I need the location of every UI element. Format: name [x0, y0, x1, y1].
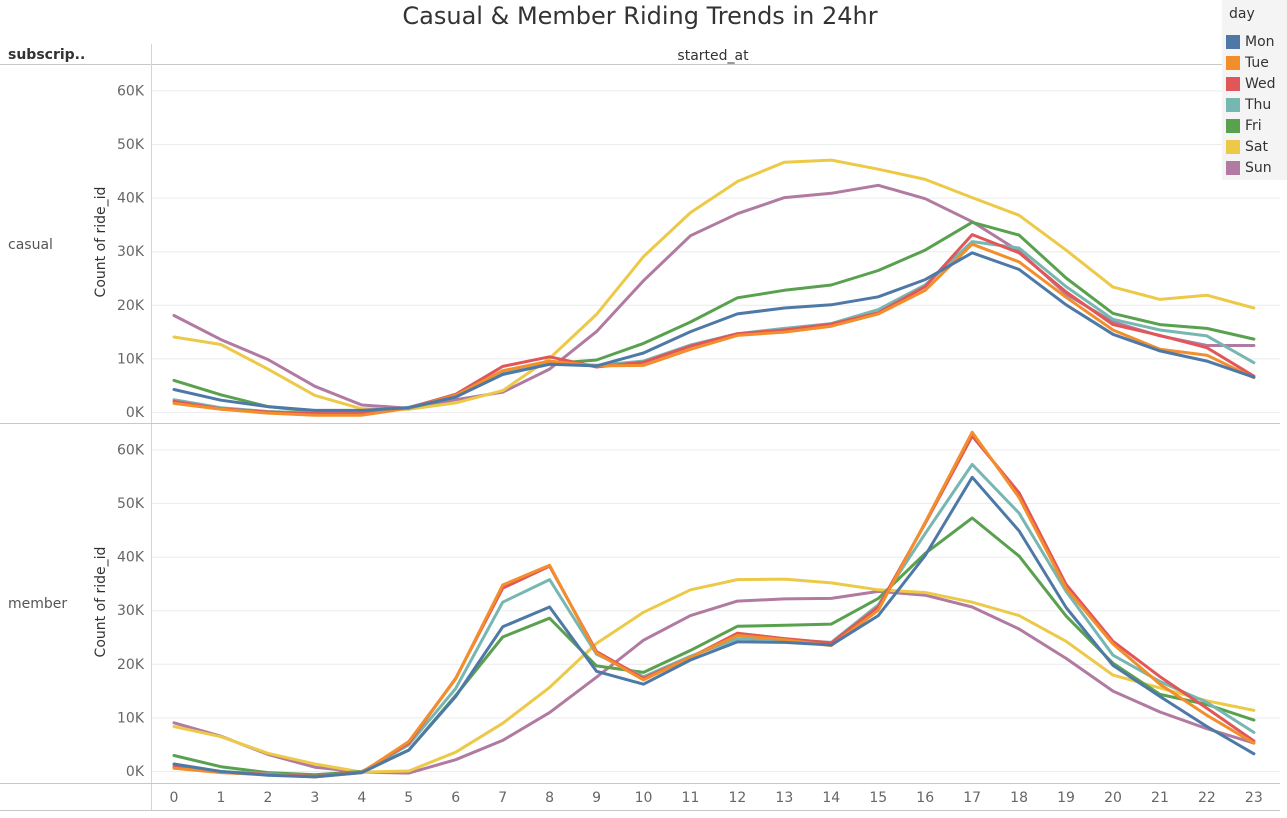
- x-tick-label-14: 14: [822, 790, 840, 806]
- member-panel: member Count of ride_id 0K 10K 20K 30K 40K 50K 6…: [8, 430, 1280, 780]
- x-tick-label-16: 16: [916, 790, 934, 806]
- legend-item-fri[interactable]: Fri: [1226, 116, 1262, 136]
- legend-item-sat[interactable]: Sat: [1226, 137, 1268, 157]
- series-line-member-tue[interactable]: [172, 430, 1256, 779]
- y-tick-label-casual-0: 0K: [126, 405, 145, 421]
- x-tick-label-18: 18: [1010, 790, 1028, 806]
- y-tick-label-member-1: 10K: [117, 710, 145, 726]
- x-tick-label-17: 17: [963, 790, 981, 806]
- x-tick-label-1: 1: [216, 790, 225, 806]
- series-line-member-wed[interactable]: [172, 434, 1256, 778]
- legend-item-mon[interactable]: Mon: [1226, 32, 1275, 52]
- y-tick-label-casual-6: 60K: [117, 83, 145, 99]
- y-tick-label-casual-4: 40K: [117, 191, 145, 207]
- chart-title: Casual & Member Riding Trends in 24hr: [402, 2, 878, 30]
- legend-item-thu[interactable]: Thu: [1226, 95, 1271, 115]
- x-tick-label-8: 8: [545, 790, 554, 806]
- series-line-casual-wed[interactable]: [172, 233, 1256, 416]
- legend-label: Fri: [1245, 118, 1262, 134]
- legend-swatch: [1226, 35, 1240, 49]
- x-tick-label-23: 23: [1245, 790, 1263, 806]
- series-line-casual-fri[interactable]: [172, 220, 1256, 414]
- legend-swatch: [1226, 119, 1240, 133]
- legend-label: Sun: [1245, 160, 1272, 176]
- x-tick-label-0: 0: [170, 790, 179, 806]
- row-label-member: member: [8, 596, 67, 612]
- legend: day Mon Tue Wed Thu Fri Sat Sun: [1222, 0, 1287, 180]
- x-tick-label-19: 19: [1057, 790, 1075, 806]
- x-tick-label-12: 12: [728, 790, 746, 806]
- legend-swatch: [1226, 161, 1240, 175]
- series-line-member-mon[interactable]: [172, 475, 1256, 779]
- x-tick-label-21: 21: [1151, 790, 1169, 806]
- y-tick-label-casual-3: 30K: [117, 244, 145, 260]
- series-line-casual-sat[interactable]: [172, 158, 1256, 411]
- y-tick-label-member-3: 30K: [117, 603, 145, 619]
- legend-label: Tue: [1245, 55, 1269, 71]
- x-tick-label-20: 20: [1104, 790, 1122, 806]
- y-axis-title-casual: Count of ride_id: [93, 187, 109, 298]
- x-tick-label-13: 13: [775, 790, 793, 806]
- legend-swatch: [1226, 140, 1240, 154]
- x-tick-label-6: 6: [451, 790, 460, 806]
- row-label-casual: casual: [8, 237, 53, 253]
- y-tick-label-member-4: 40K: [117, 550, 145, 566]
- legend-title: day: [1229, 6, 1255, 22]
- y-tick-label-member-0: 0K: [126, 764, 145, 780]
- x-tick-label-3: 3: [310, 790, 319, 806]
- column-header-label: started_at: [677, 48, 749, 64]
- casual-panel: casual Count of ride_id 0K 10K 20K 30K 40K 50K 6…: [8, 83, 1280, 421]
- x-axis: 0 1 2 3 4 5 6 7 8 9 10 11 12 13 14 15 16 17 18 19 20 21 22 23: [170, 790, 1263, 806]
- row-header-label: subscrip..: [8, 47, 85, 63]
- x-tick-label-10: 10: [635, 790, 653, 806]
- legend-item-wed[interactable]: Wed: [1226, 74, 1276, 94]
- x-tick-label-5: 5: [404, 790, 413, 806]
- x-tick-label-4: 4: [357, 790, 366, 806]
- legend-label: Thu: [1245, 97, 1272, 113]
- legend-label: Mon: [1245, 34, 1275, 50]
- series-line-casual-mon[interactable]: [172, 251, 1256, 412]
- x-tick-label-2: 2: [263, 790, 272, 806]
- legend-swatch: [1226, 98, 1240, 112]
- y-tick-label-casual-1: 10K: [117, 351, 145, 367]
- x-tick-label-15: 15: [869, 790, 887, 806]
- legend-label: Wed: [1245, 76, 1276, 92]
- x-tick-label-9: 9: [592, 790, 601, 806]
- y-tick-label-casual-2: 20K: [117, 298, 145, 314]
- legend-label: Sat: [1245, 139, 1268, 155]
- y-tick-label-member-6: 60K: [117, 442, 145, 458]
- y-tick-label-member-5: 50K: [117, 496, 145, 512]
- x-tick-label-7: 7: [498, 790, 507, 806]
- x-tick-label-11: 11: [682, 790, 700, 806]
- y-axis-title-member: Count of ride_id: [93, 547, 109, 658]
- legend-item-tue[interactable]: Tue: [1226, 53, 1269, 73]
- y-tick-label-member-2: 20K: [117, 657, 145, 673]
- x-tick-label-22: 22: [1198, 790, 1216, 806]
- series-line-casual-thu[interactable]: [172, 240, 1256, 415]
- legend-swatch: [1226, 77, 1240, 91]
- legend-swatch: [1226, 56, 1240, 70]
- legend-item-sun[interactable]: Sun: [1226, 158, 1272, 178]
- series-line-casual-tue[interactable]: [172, 242, 1256, 417]
- y-tick-label-casual-5: 50K: [117, 137, 145, 153]
